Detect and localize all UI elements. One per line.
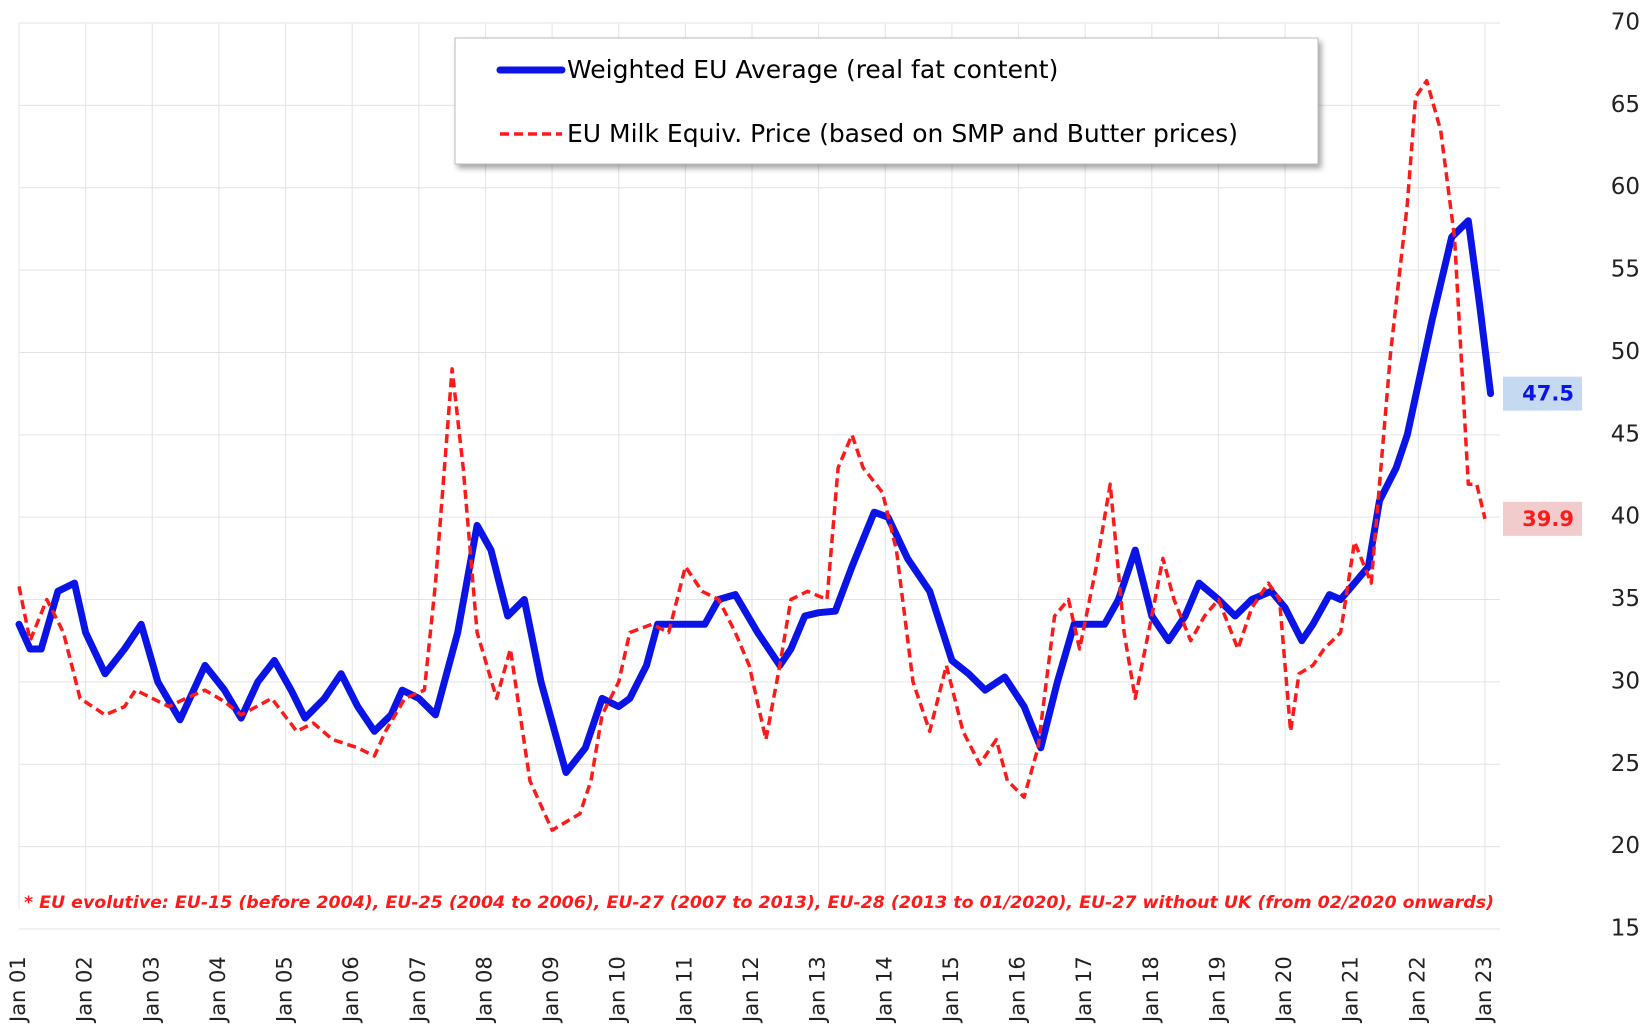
end-label-box [1503,376,1582,411]
x-tick-label: Jan 20 [1272,956,1296,1024]
x-tick-label: Jan 19 [1205,956,1229,1024]
lines [15,78,1495,832]
grid [18,22,1500,930]
x-tick-label: Jan 02 [73,956,97,1024]
y-tick-label: 60 [1611,174,1640,200]
y-tick-label: 70 [1611,10,1640,36]
x-tick-label: Jan 18 [1139,956,1163,1024]
x-tick-label: Jan 05 [273,956,297,1024]
x-tick-label: Jan 23 [1472,956,1496,1024]
x-tick-label: Jan 11 [672,956,696,1024]
legend-label: Weighted EU Average (real fat content) [567,55,1058,84]
y-tick-label: 15 [1611,916,1640,942]
x-tick-label: Jan 04 [206,956,230,1024]
x-tick-label: Jan 21 [1339,956,1363,1024]
x-tick-label: Jan 17 [1072,956,1096,1024]
y-tick-label: 35 [1611,586,1640,612]
y-tick-label: 55 [1611,257,1640,283]
x-tick-label: Jan 14 [872,956,896,1024]
x-tick-label: Jan 15 [939,956,963,1024]
end-label: 47.5 [1522,382,1574,406]
y-tick-label: 50 [1611,339,1640,365]
x-tick-label: Jan 07 [406,956,430,1024]
series-line [17,78,1487,832]
x-tick-label: Jan 12 [739,956,763,1024]
y-tick-label: 65 [1611,92,1640,118]
legend-label: EU Milk Equiv. Price (based on SMP and B… [567,119,1238,148]
end-label-box [1503,501,1582,536]
x-tick-label: Jan 22 [1405,956,1429,1024]
y-tick-label: 20 [1611,833,1640,859]
x-tick-label: Jan 10 [606,956,630,1024]
x-tick-label: Jan 06 [339,956,363,1024]
footnote: * EU evolutive: EU-15 (before 2004), EU-… [24,893,1494,913]
y-tick-label: 25 [1611,751,1640,777]
y-tick-label: 45 [1611,421,1640,447]
legend-box [454,37,1319,165]
x-tick-label: Jan 09 [539,956,563,1024]
x-tick-label: Jan 03 [139,956,163,1024]
y-tick-label: 30 [1611,668,1640,694]
y-tick-label: 40 [1611,504,1640,530]
end-label: 39.9 [1522,507,1574,531]
x-tick-label: Jan 08 [472,956,496,1024]
x-tick-label: Jan 16 [1006,956,1030,1024]
x-tick-label: Jan 13 [806,956,830,1024]
x-tick-label: Jan 01 [6,956,30,1024]
